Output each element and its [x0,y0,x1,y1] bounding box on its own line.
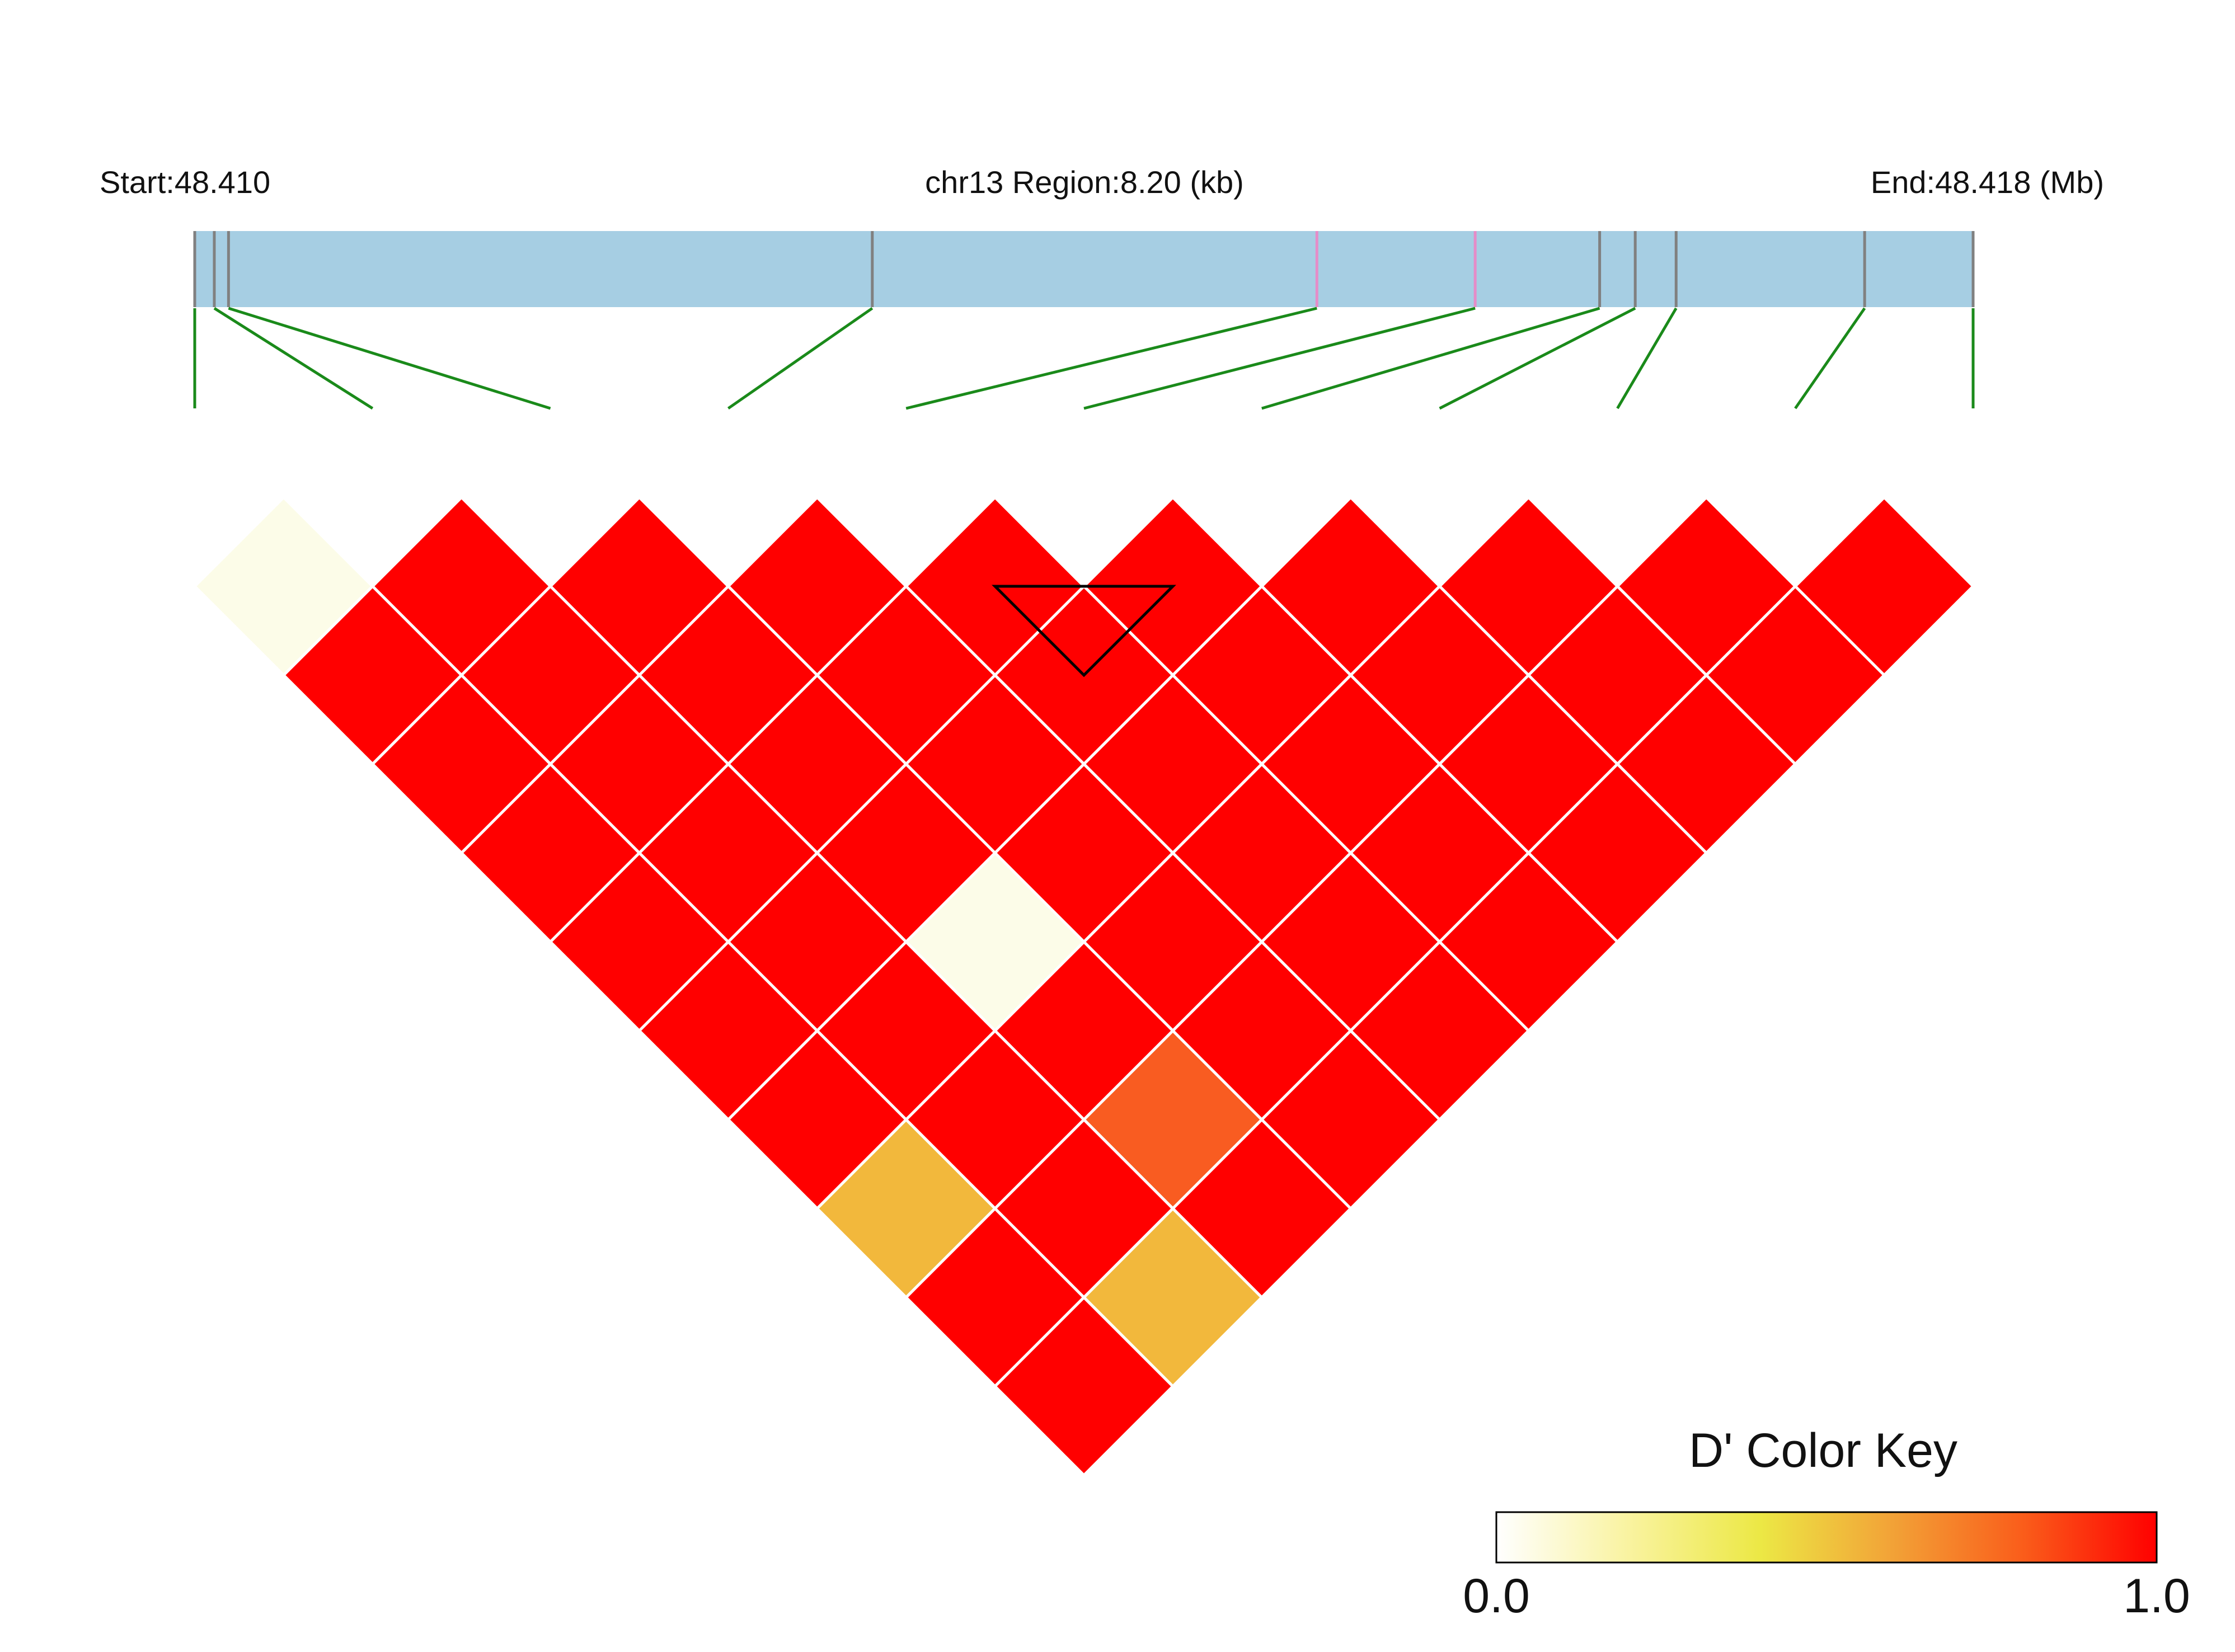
snp-connector-line [1616,307,1678,410]
header-labels: Start:48.410 chr13 Region:8.20 (kb) End:… [100,164,2104,200]
snp-connector-line [905,307,1317,410]
gene-region-track [195,231,1973,307]
color-key-min-label: 0.0 [1463,1569,1530,1623]
ld-cell [993,1295,1175,1477]
color-key: D' Color Key 0.0 1.0 [1463,1424,2190,1623]
start-position-label: Start:48.410 [100,164,270,200]
snp-connector-line [1794,307,1866,410]
snp-connector-line [228,307,551,410]
color-key-gradient-bar [1495,1511,2158,1564]
snp-connector-line [213,307,374,410]
snp-connector-line [1083,307,1476,410]
color-key-title: D' Color Key [1689,1424,1957,1477]
color-key-max-label: 1.0 [2123,1569,2190,1623]
snp-connector-line [1261,307,1600,410]
haplotype-block-group [992,585,1176,677]
end-position-label: End:48.418 (Mb) [1871,164,2104,200]
snp-connector-line [1439,307,1636,410]
ld-cell-group [192,495,1975,1477]
snp-connector-line [727,307,874,410]
snp-marker-group [193,231,1975,307]
snp-connector-group [193,307,1975,410]
haplotype-block-outline [992,585,1176,677]
region-label: chr13 Region:8.20 (kb) [925,164,1244,200]
